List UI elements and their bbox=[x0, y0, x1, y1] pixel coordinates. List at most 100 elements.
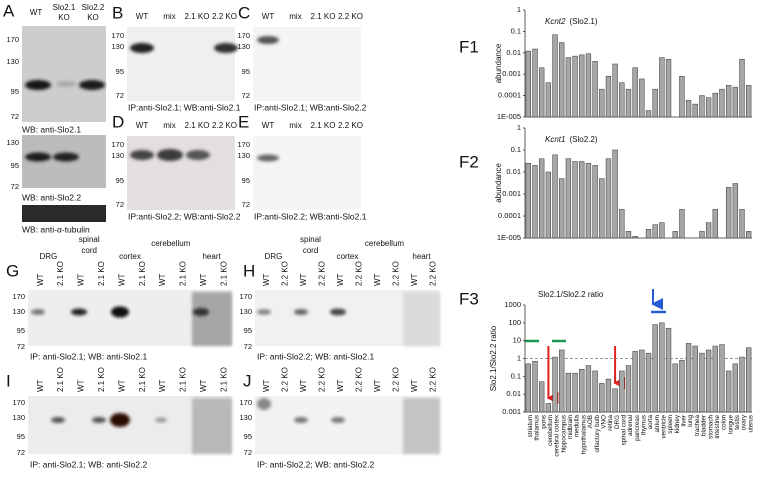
band bbox=[53, 152, 79, 162]
chart-title: Slo2.1/Slo2.2 ratio bbox=[538, 290, 604, 299]
x-tick-label: midbrain bbox=[567, 415, 574, 440]
mw-marker: 170 bbox=[237, 31, 250, 40]
lane-label: 2.2 KO bbox=[317, 261, 326, 286]
band bbox=[331, 417, 345, 423]
blot bbox=[127, 136, 235, 210]
tissue-label: cord bbox=[81, 246, 97, 255]
mw-marker: 72 bbox=[242, 91, 250, 100]
lane-label: WT bbox=[262, 273, 271, 286]
caption: IP: anti-Slo2.2; WB: anti-Slo2.2 bbox=[257, 459, 374, 469]
caption: IP:anti-Slo2.1; WB:anti-Slo2.2 bbox=[254, 102, 367, 112]
x-tick-label: liver bbox=[681, 415, 688, 427]
mw-marker: 72 bbox=[11, 182, 19, 191]
bar bbox=[545, 171, 552, 239]
lane-label: WT bbox=[262, 121, 275, 130]
band bbox=[111, 306, 129, 318]
mw-marker: 95 bbox=[242, 176, 250, 185]
lane-label: 2.2 KO bbox=[280, 261, 289, 286]
bar bbox=[545, 82, 552, 118]
lane-label: 2.1 KO bbox=[97, 261, 106, 286]
blot-dark bbox=[192, 292, 232, 346]
x-tick-label: stomach bbox=[707, 415, 714, 439]
mw-marker: 130 bbox=[111, 42, 124, 51]
band bbox=[294, 417, 308, 423]
x-tick-label: cerebral cortex bbox=[554, 414, 561, 456]
lane-label: WT bbox=[199, 379, 208, 392]
bar bbox=[552, 356, 558, 413]
bar bbox=[739, 209, 745, 239]
y-tick-label: 0.1 bbox=[511, 26, 521, 35]
mw-marker: 130 bbox=[237, 42, 250, 51]
lane-label: WT bbox=[136, 12, 149, 21]
bar bbox=[565, 372, 572, 413]
mw-marker: 72 bbox=[244, 448, 252, 457]
mw-marker: 130 bbox=[6, 138, 19, 147]
band bbox=[214, 43, 238, 53]
bar bbox=[599, 178, 605, 239]
bar bbox=[705, 349, 712, 413]
band bbox=[257, 154, 279, 162]
lane-label: WT bbox=[36, 379, 45, 392]
lane-label: WT bbox=[299, 273, 308, 286]
x-tick-label: olfactory bulb bbox=[594, 415, 601, 453]
mw-marker: 130 bbox=[237, 151, 250, 160]
y-tick-label: 0.1 bbox=[511, 145, 521, 154]
band bbox=[330, 308, 346, 316]
lane-label: WT bbox=[299, 379, 308, 392]
bar bbox=[679, 209, 685, 239]
x-tick-label: lung bbox=[687, 415, 694, 427]
panel-label: F1 bbox=[459, 37, 479, 56]
x-tick-label: hypothalamus bbox=[580, 415, 587, 454]
protein-name: (Slo2.2) bbox=[569, 135, 597, 144]
bar bbox=[625, 88, 632, 118]
band bbox=[25, 152, 51, 162]
band bbox=[92, 417, 106, 423]
x-tick-label: uterus bbox=[747, 415, 754, 433]
y-tick-label: 1E-005 bbox=[497, 233, 521, 242]
bar bbox=[739, 58, 745, 118]
bar bbox=[705, 97, 712, 118]
bar bbox=[632, 351, 638, 413]
x-tick-label: thymus bbox=[641, 415, 648, 435]
x-tick-label: aorta bbox=[647, 415, 654, 430]
lane-label: 2.2 KO bbox=[338, 12, 363, 21]
bar bbox=[532, 48, 538, 118]
y-tick-label: 0.001 bbox=[502, 69, 521, 78]
mw-marker: 72 bbox=[242, 200, 250, 209]
lane-label: 2.1 KO bbox=[185, 12, 210, 21]
bar bbox=[746, 347, 752, 413]
lane-label: WT bbox=[199, 273, 208, 286]
bar bbox=[625, 231, 632, 239]
blot-dark bbox=[403, 292, 440, 346]
bar bbox=[739, 356, 745, 413]
bar bbox=[532, 165, 538, 239]
x-tick-label: kidney bbox=[674, 414, 681, 433]
y-tick-label: 0.001 bbox=[502, 407, 521, 416]
bar bbox=[592, 370, 598, 413]
panel-label: F3 bbox=[459, 289, 479, 308]
x-tick-label: spleen bbox=[667, 415, 674, 434]
x-tick-label: cerebellum bbox=[547, 415, 554, 446]
bar bbox=[592, 165, 598, 239]
mw-marker: 170 bbox=[6, 35, 19, 44]
lane-label: WT bbox=[336, 273, 345, 286]
tissue-label: cortex bbox=[337, 252, 359, 261]
bar bbox=[545, 403, 552, 413]
bar bbox=[585, 162, 592, 239]
bar bbox=[525, 50, 531, 118]
bar bbox=[639, 78, 645, 118]
x-tick-label: AOB bbox=[587, 415, 594, 428]
y-axis-label: abundance bbox=[494, 43, 503, 83]
lane-label: WT bbox=[117, 273, 126, 286]
bar bbox=[659, 322, 665, 413]
bar bbox=[525, 363, 531, 413]
bar bbox=[552, 154, 558, 239]
bar bbox=[565, 57, 572, 118]
mw-marker: 130 bbox=[6, 57, 19, 66]
panel-label: J bbox=[243, 371, 252, 390]
lane-label: WT bbox=[136, 121, 149, 130]
tissue-label: cerebellum bbox=[365, 239, 404, 248]
bar bbox=[692, 345, 698, 413]
mw-marker: 170 bbox=[12, 398, 25, 407]
mw-marker: 72 bbox=[11, 112, 19, 121]
